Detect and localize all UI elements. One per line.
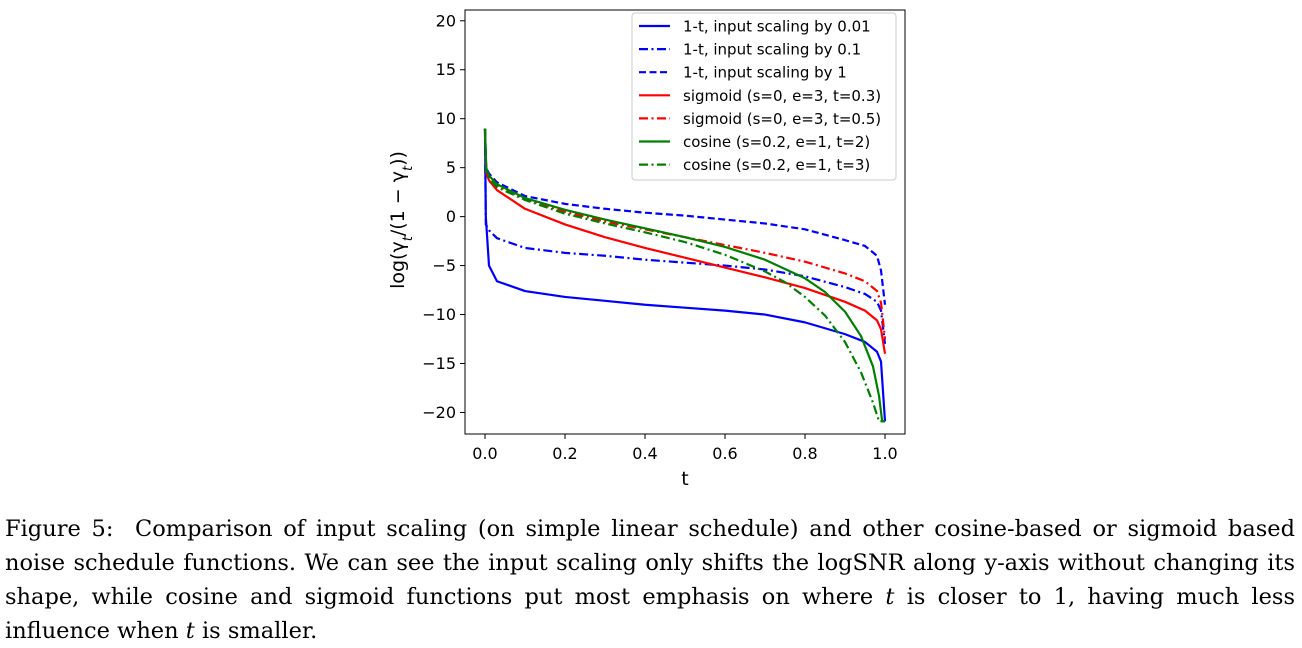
series-line-1-t-input-scaling-by-0-1 [483, 128, 887, 345]
legend: 1-t, input scaling by 0.01 1-t, input sca… [631, 12, 897, 181]
x-axis-title: t [681, 468, 688, 490]
legend-label-1-t-input-scaling-by-0-1: 1-t, input scaling by 0.1 [683, 41, 861, 59]
chart: 0.0 0.2 0.4 0.6 0.8 1.0 20 15 10 5 0 −5 −10 −15 −20 t… [387, 9, 906, 490]
plot-curves [483, 128, 887, 423]
x-tick-label: 0.8 [792, 444, 817, 463]
x-axis: 0.0 0.2 0.4 0.6 0.8 1.0 [472, 434, 898, 463]
legend-label-sigmoid-s-0-e-3-t-0-5: sigmoid (s=0, e=3, t=0.5) [683, 110, 881, 128]
x-tick-label: 0.0 [472, 444, 497, 463]
y-axis-title: log(γt/(1 − γt)) [387, 151, 416, 289]
x-tick-label: 1.0 [872, 444, 897, 463]
x-tick-label: 0.2 [552, 444, 577, 463]
series-line-1-t-input-scaling-by-1 [483, 128, 887, 305]
caption-text-2: is closer to 1, having much less influen… [5, 584, 1296, 644]
series-line-1-t-input-scaling-by-0-01 [483, 128, 887, 422]
legend-box [631, 12, 897, 181]
x-tick-label: 0.6 [712, 444, 737, 463]
y-tick-label: 15 [436, 60, 456, 79]
figure-caption: Figure 5: Comparison of input scaling (o… [5, 512, 1295, 648]
y-tick-label: −5 [432, 256, 456, 275]
y-tick-label: −20 [422, 403, 456, 422]
y-tick-label: 5 [446, 158, 456, 177]
y-tick-label: −10 [422, 305, 456, 324]
caption-label: Figure 5: [5, 516, 114, 542]
y-axis: 20 15 10 5 0 −5 −10 −15 −20 [422, 11, 465, 422]
caption-variable-t-2: t [185, 618, 195, 644]
series-line-sigmoid-s-0-e-3-t-0-3 [483, 128, 887, 354]
series-line-cosine-s-0-2-e-1-t-3 [483, 128, 885, 423]
x-tick-label: 0.4 [632, 444, 657, 463]
plot-frame [464, 9, 906, 435]
caption-variable-t-1: t [885, 584, 895, 610]
y-tick-label: 0 [446, 207, 456, 226]
caption-text-1: Comparison of input scaling (on simple l… [5, 516, 1295, 610]
legend-label-1-t-input-scaling-by-0-01: 1-t, input scaling by 0.01 [683, 18, 871, 36]
legend-label-sigmoid-s-0-e-3-t-0-3: sigmoid (s=0, e=3, t=0.3) [683, 87, 881, 105]
legend-label-1-t-input-scaling-by-1: 1-t, input scaling by 1 [683, 64, 847, 82]
series-line-cosine-s-0-2-e-1-t-2 [483, 128, 885, 423]
y-tick-label: 20 [436, 11, 456, 30]
caption-text-3: is smaller. [201, 618, 318, 644]
y-tick-label: −15 [422, 354, 456, 373]
legend-label-cosine-s-0-2-e-1-t-2: cosine (s=0.2, e=1, t=2) [683, 133, 870, 151]
y-tick-label: 10 [436, 109, 456, 128]
legend-label-cosine-s-0-2-e-1-t-3: cosine (s=0.2, e=1, t=3) [683, 156, 870, 174]
